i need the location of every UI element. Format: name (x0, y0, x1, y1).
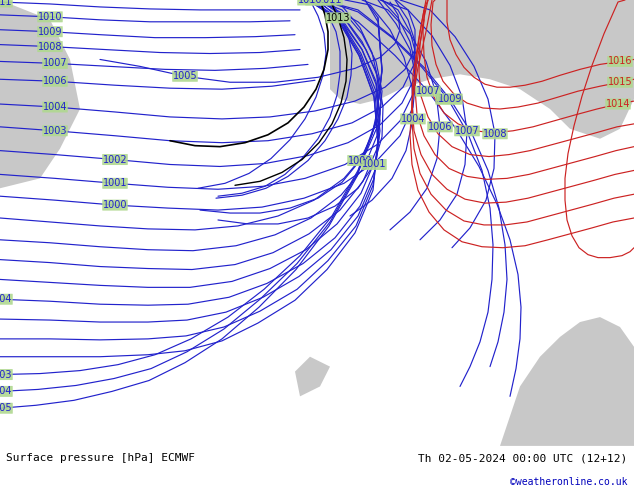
Text: 1006: 1006 (428, 122, 452, 132)
Text: Surface pressure [hPa] ECMWF: Surface pressure [hPa] ECMWF (6, 453, 195, 463)
Text: 1007: 1007 (416, 86, 440, 96)
Polygon shape (330, 0, 634, 139)
Polygon shape (0, 0, 80, 188)
Polygon shape (500, 317, 634, 446)
Text: 1004: 1004 (0, 294, 12, 304)
Polygon shape (295, 357, 330, 396)
Text: 1005: 1005 (0, 403, 12, 413)
Text: 1003: 1003 (42, 126, 67, 136)
Text: Th 02-05-2024 00:00 UTC (12+12): Th 02-05-2024 00:00 UTC (12+12) (418, 453, 628, 463)
Text: 1005: 1005 (172, 72, 197, 81)
Text: 1011: 1011 (0, 0, 12, 7)
Text: 1016: 1016 (608, 56, 632, 67)
Text: 1004: 1004 (42, 102, 67, 112)
Text: 1010: 1010 (298, 0, 322, 5)
Text: 1004: 1004 (0, 387, 12, 396)
Text: 1009: 1009 (38, 27, 62, 37)
Text: 1007: 1007 (455, 126, 479, 136)
Text: 1011: 1011 (318, 0, 342, 5)
Text: 1009: 1009 (437, 94, 462, 104)
Text: 1010: 1010 (38, 12, 62, 22)
Text: 1002: 1002 (103, 154, 127, 165)
Text: 1013: 1013 (326, 13, 350, 23)
Text: 1000: 1000 (103, 200, 127, 210)
Text: 1014: 1014 (605, 99, 630, 109)
Text: 1007: 1007 (42, 58, 67, 69)
Text: 1004: 1004 (401, 114, 425, 124)
Text: 1012: 1012 (306, 0, 330, 5)
Text: 1008: 1008 (38, 42, 62, 51)
Text: 1008: 1008 (436, 94, 460, 104)
Text: 1008: 1008 (482, 129, 507, 139)
Text: ©weatheronline.co.uk: ©weatheronline.co.uk (510, 477, 628, 487)
Text: 1015: 1015 (607, 77, 632, 87)
Text: 1006: 1006 (42, 76, 67, 86)
Text: 1000: 1000 (348, 155, 372, 166)
Text: 1001: 1001 (103, 178, 127, 188)
Text: 1001: 1001 (362, 159, 386, 170)
Text: 1003: 1003 (0, 369, 12, 380)
